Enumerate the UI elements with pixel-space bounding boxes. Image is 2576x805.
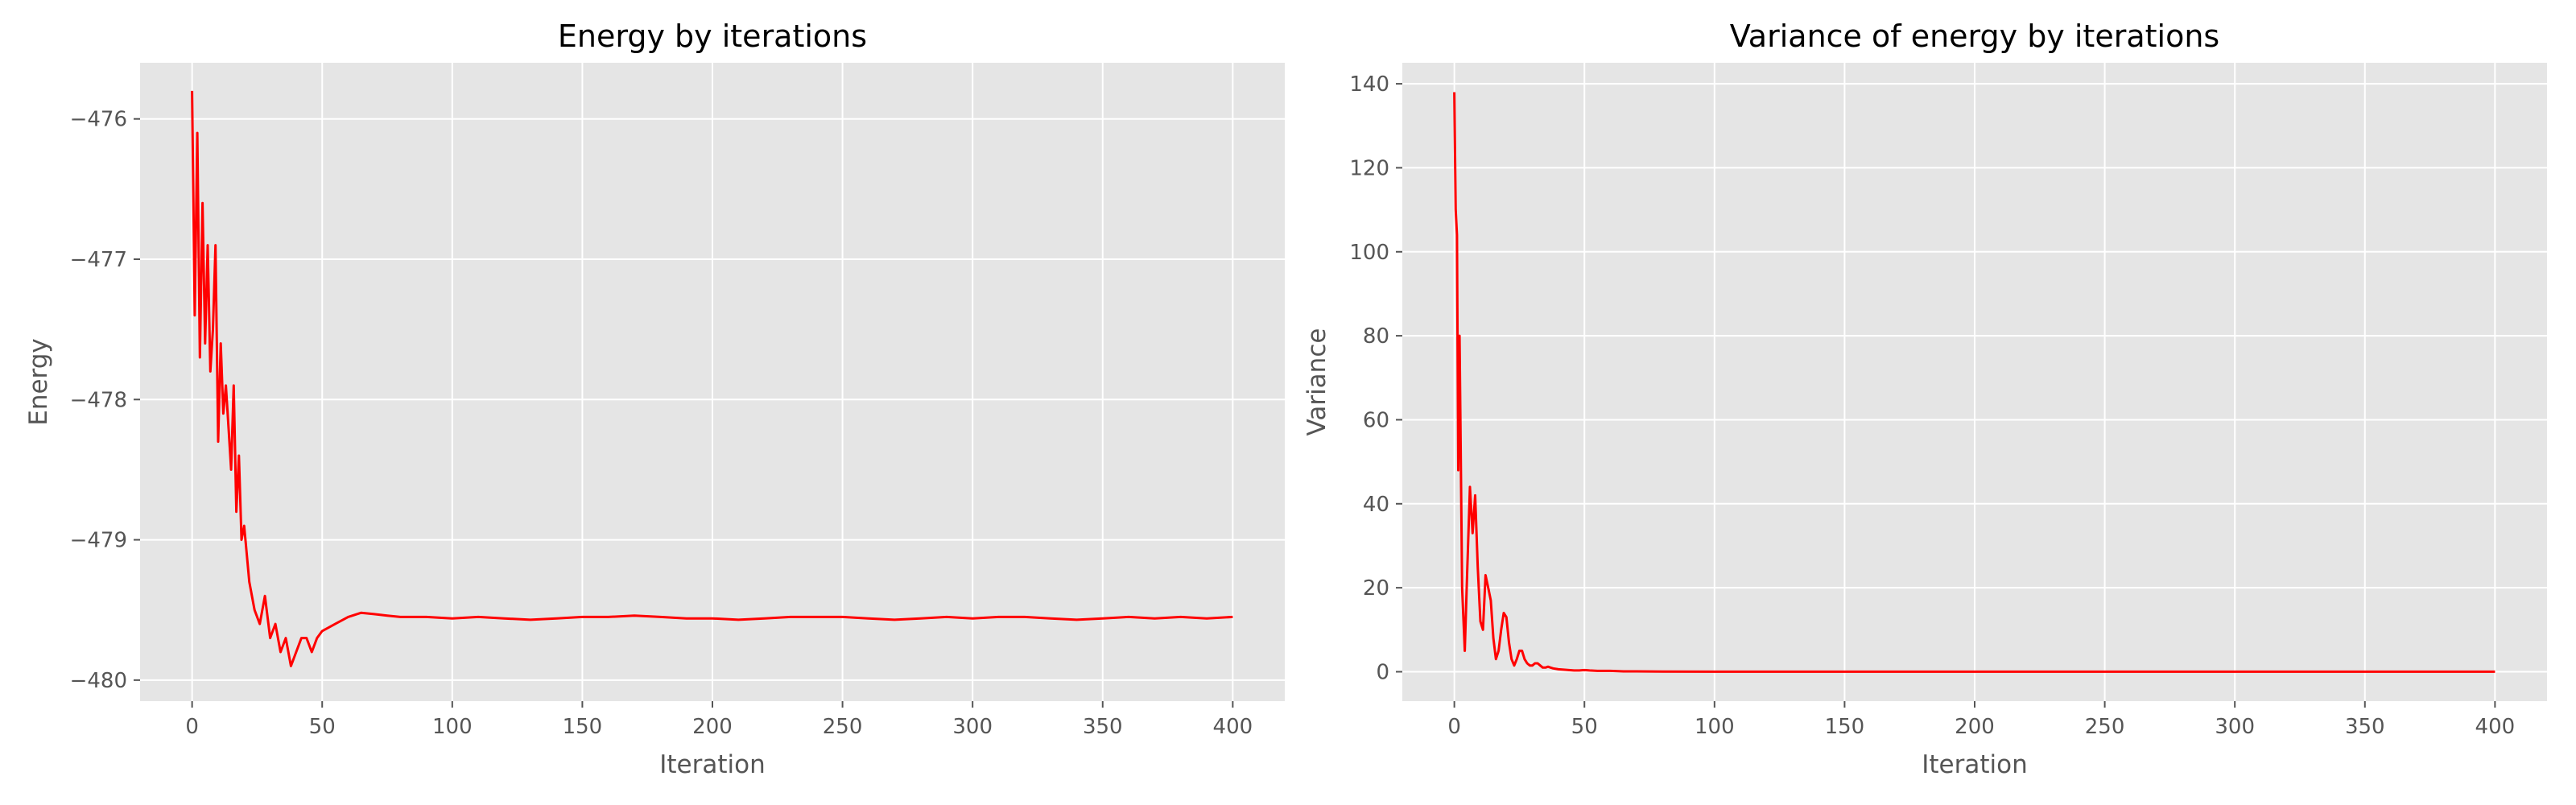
y-tick-label: 40: [1363, 493, 1389, 517]
y-axis-label: Variance: [1302, 328, 1331, 436]
y-tick-label: 20: [1363, 576, 1389, 601]
x-tick-label: 250: [823, 715, 863, 739]
x-tick-label: 200: [692, 715, 733, 739]
y-tick-label: 80: [1363, 324, 1389, 349]
y-axis-label: Energy: [24, 338, 53, 426]
y-tick-label: −477: [70, 248, 127, 272]
x-tick-label: 350: [2345, 715, 2385, 739]
y-tick-label: −478: [70, 388, 127, 412]
x-tick-label: 100: [432, 715, 473, 739]
y-tick-label: 120: [1349, 156, 1389, 180]
series-line: [191, 90, 1233, 667]
x-axis-label: Iteration: [659, 750, 766, 779]
x-tick-label: 300: [2215, 715, 2255, 739]
x-tick-label: 250: [2085, 715, 2125, 739]
x-tick-label: 150: [1825, 715, 1865, 739]
chart-title: Energy by iterations: [558, 19, 867, 54]
y-tick-label: 60: [1363, 408, 1389, 432]
y-tick-label: 140: [1349, 72, 1389, 97]
x-tick-label: 100: [1695, 715, 1735, 739]
x-tick-label: 50: [1571, 715, 1598, 739]
x-tick-label: 400: [2475, 715, 2516, 739]
energy-chart: 0 50 100 150 200 250 300 350 400 −476 −477 −478 −479…: [24, 19, 1285, 779]
y-tick-label: 100: [1349, 241, 1389, 265]
x-tick-label: 0: [185, 715, 199, 739]
y-tick-label: −479: [70, 529, 127, 553]
x-tick-label: 150: [563, 715, 603, 739]
x-tick-label: 0: [1447, 715, 1461, 739]
y-tick-label: 0: [1376, 660, 1389, 684]
x-tick-label: 400: [1213, 715, 1253, 739]
y-tick-label: −476: [70, 108, 127, 132]
variance-chart: 0 50 100 150 200 250 300 350 400 0 20 40 60 80 100 120 1…: [1302, 19, 2547, 779]
x-tick-label: 300: [952, 715, 993, 739]
chart-title: Variance of energy by iterations: [1730, 19, 2219, 54]
x-axis-label: Iteration: [1922, 750, 2028, 779]
series-line: [1453, 92, 2496, 673]
x-tick-label: 50: [309, 715, 336, 739]
y-tick-label: −480: [70, 669, 127, 693]
x-tick-label: 350: [1083, 715, 1123, 739]
x-tick-label: 200: [1955, 715, 1995, 739]
